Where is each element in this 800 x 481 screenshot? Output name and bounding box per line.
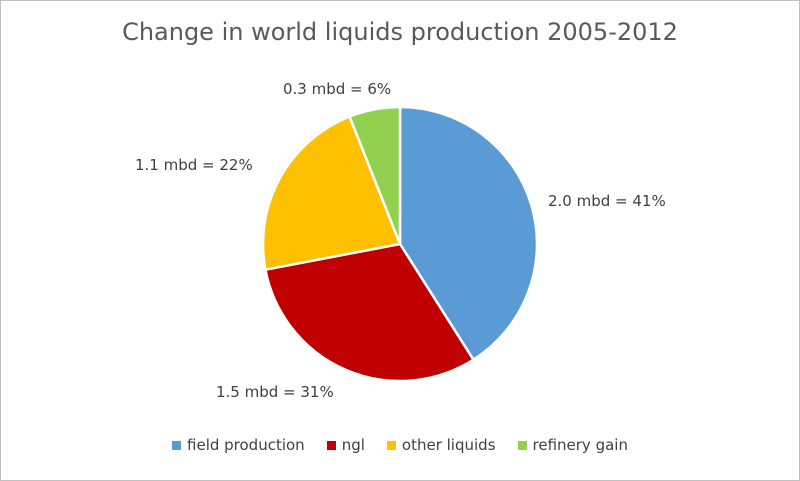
legend: field production ngl other liquids refin…	[0, 436, 800, 454]
pie-slice-other-liquids	[261, 115, 402, 271]
legend-swatch-field-production	[172, 440, 182, 450]
pie-slices	[261, 105, 539, 383]
data-label-field-production: 2.0 mbd = 41%	[548, 192, 666, 210]
legend-label-refinery-gain: refinery gain	[532, 436, 628, 454]
chart-title: Change in world liquids production 2005-…	[122, 18, 678, 46]
pie-slice-ngl	[264, 242, 475, 383]
legend-swatch-ngl	[326, 440, 336, 450]
data-label-refinery-gain: 0.3 mbd = 6%	[283, 80, 391, 98]
legend-swatch-other-liquids	[386, 440, 396, 450]
legend-label-field-production: field production	[187, 436, 305, 454]
pie-slice-refinery-gain	[348, 105, 402, 246]
legend-label-ngl: ngl	[341, 436, 365, 454]
legend-item-refinery-gain: refinery gain	[517, 436, 628, 454]
legend-item-other-liquids: other liquids	[386, 436, 496, 454]
legend-swatch-refinery-gain	[517, 440, 527, 450]
legend-label-other-liquids: other liquids	[401, 436, 496, 454]
legend-item-field-production: field production	[172, 436, 305, 454]
data-label-other-liquids: 1.1 mbd = 22%	[135, 156, 253, 174]
data-labels: 2.0 mbd = 41% 1.5 mbd = 31% 1.1 mbd = 22% 0…	[135, 80, 666, 401]
data-label-ngl: 1.5 mbd = 31%	[216, 383, 334, 401]
legend-item-ngl: ngl	[326, 436, 365, 454]
